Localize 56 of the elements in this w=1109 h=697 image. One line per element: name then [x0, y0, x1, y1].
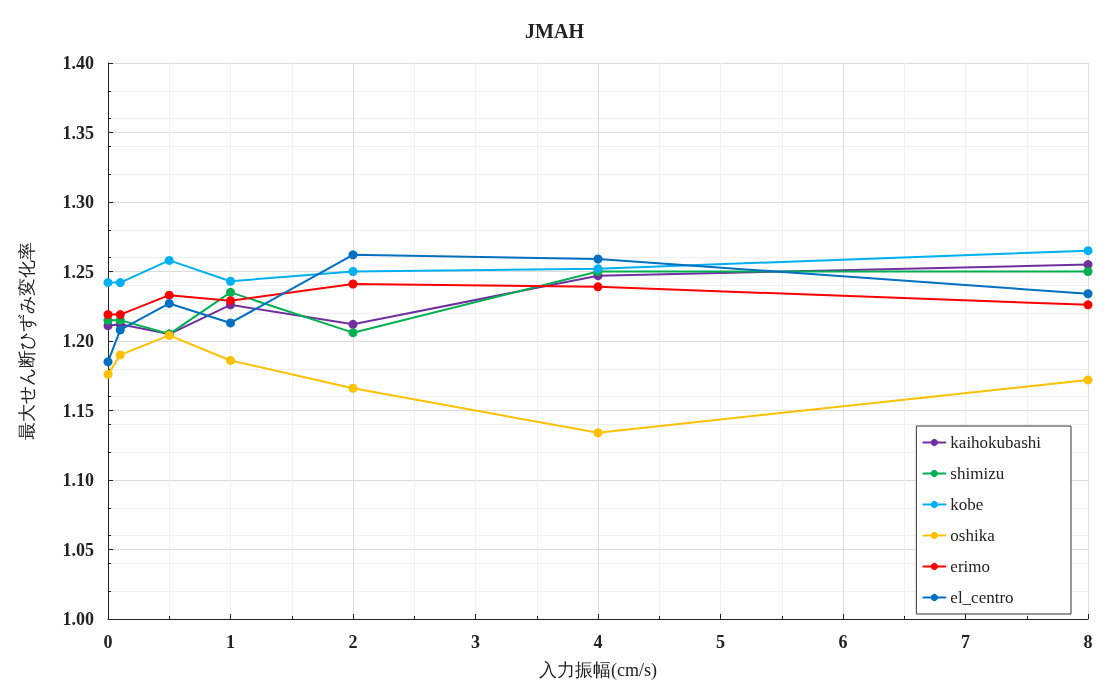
- x-tick-label: 1: [226, 632, 235, 652]
- chart-title: JMAH: [525, 20, 585, 42]
- point: [1083, 289, 1093, 299]
- x-tick-label: 3: [471, 632, 480, 652]
- point: [226, 355, 235, 365]
- point: [115, 325, 125, 335]
- x-axis-title: 入力振幅(cm/s): [539, 660, 657, 681]
- point: [115, 350, 125, 360]
- legend-label: oshika: [950, 526, 996, 545]
- point: [115, 310, 125, 320]
- point: [348, 267, 358, 276]
- x-tick-label: 5: [716, 632, 725, 652]
- y-axis-title: 最大せん断ひずみ変化率: [17, 242, 37, 440]
- point: [103, 310, 113, 320]
- y-tick-label: 1.00: [62, 609, 94, 629]
- point: [1083, 300, 1093, 310]
- y-tick-label: 1.05: [62, 539, 94, 560]
- x-tick-label: 7: [961, 632, 970, 652]
- point: [103, 357, 113, 367]
- y-tick-label: 1.40: [62, 53, 94, 73]
- point: [226, 318, 235, 328]
- point: [226, 276, 235, 286]
- point: [348, 383, 358, 393]
- point: [593, 254, 603, 264]
- y-tick-label: 1.25: [62, 261, 94, 282]
- x-tick-label: 6: [838, 632, 848, 652]
- legend-label: erimo: [950, 557, 990, 576]
- x-tick-label: 2: [348, 632, 358, 652]
- x-tick-label: 0: [103, 632, 113, 652]
- y-tick-label: 1.10: [62, 470, 94, 490]
- point: [164, 255, 174, 265]
- x-tick-label: 8: [1083, 632, 1093, 652]
- point: [1083, 267, 1093, 276]
- point: [1083, 375, 1093, 385]
- point: [226, 287, 235, 297]
- legend-label: kaihokubashi: [950, 433, 1042, 452]
- point: [164, 298, 174, 308]
- point: [348, 250, 358, 260]
- point: [348, 328, 358, 338]
- point: [103, 278, 113, 288]
- legend-label: kobe: [950, 495, 984, 514]
- point: [348, 279, 358, 289]
- y-tick-label: 1.15: [62, 400, 94, 421]
- legend-label: el_centro: [950, 588, 1014, 607]
- point: [115, 278, 125, 288]
- y-tick-label: 1.30: [62, 192, 94, 212]
- point: [593, 428, 603, 438]
- y-tick-label: 1.35: [62, 122, 94, 143]
- point: [593, 282, 603, 292]
- point: [103, 369, 113, 379]
- point: [1083, 246, 1093, 256]
- y-tick-label: 1.20: [62, 331, 94, 351]
- legend-label: shimizu: [950, 464, 1005, 483]
- x-tick-label: 4: [593, 632, 603, 652]
- point: [226, 296, 235, 306]
- point: [164, 290, 174, 300]
